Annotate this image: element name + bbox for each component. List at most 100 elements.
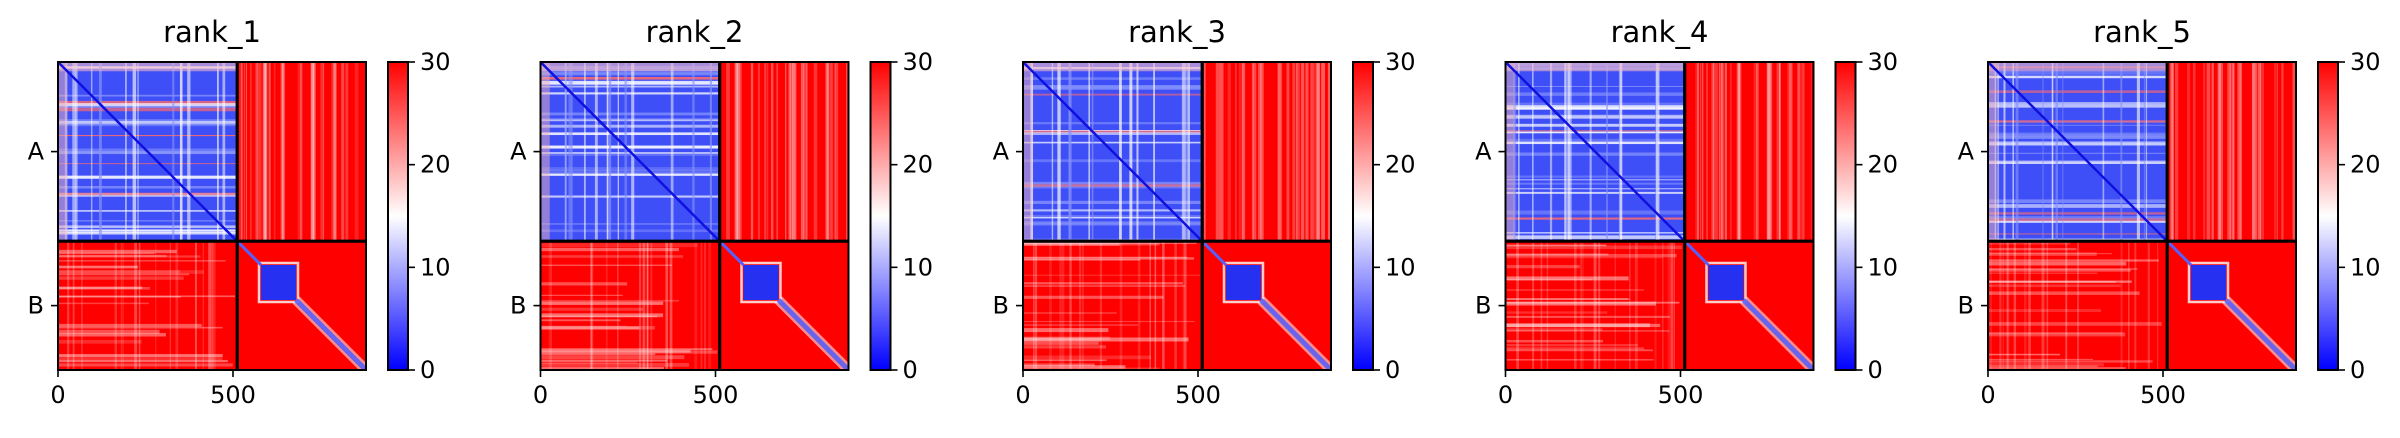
inter-chain-streak bbox=[540, 349, 691, 353]
inter-chain-streak bbox=[202, 241, 204, 370]
inter-chain-streak bbox=[58, 323, 202, 327]
chain-a-streak bbox=[1566, 62, 1568, 242]
inter-chain-streak bbox=[1505, 347, 1645, 350]
inter-chain-streak bbox=[540, 282, 628, 286]
colorbar bbox=[2318, 62, 2338, 370]
inter-chain-streak bbox=[1242, 62, 1246, 242]
inter-chain-streak bbox=[540, 353, 656, 356]
chain-a-streak bbox=[58, 107, 238, 112]
chain-a-streak bbox=[58, 185, 238, 189]
inter-chain-streak bbox=[2257, 62, 2262, 242]
chain-a-streak bbox=[1988, 220, 2168, 223]
inter-chain-streak bbox=[2187, 62, 2191, 242]
inter-chain-streak bbox=[1162, 241, 1165, 370]
inter-chain-streak bbox=[1769, 62, 1773, 242]
inter-chain-streak bbox=[310, 62, 315, 242]
inter-chain-streak bbox=[256, 62, 258, 242]
inter-chain-streak bbox=[332, 62, 336, 242]
chain-a-streak bbox=[1564, 62, 1567, 242]
chain-a-diagonal bbox=[1023, 62, 1204, 243]
inter-chain-streak bbox=[2007, 241, 2010, 370]
colorbar-tick-label: 0 bbox=[1385, 356, 1400, 384]
inter-chain-streak bbox=[776, 62, 779, 242]
chain-a-streak bbox=[137, 62, 139, 242]
inter-chain-streak bbox=[58, 286, 150, 290]
inter-chain-streak bbox=[1277, 62, 1281, 242]
inter-chain-streak bbox=[58, 302, 149, 305]
chain-a-streak bbox=[76, 62, 78, 242]
inter-chain-streak bbox=[58, 254, 167, 258]
chain-a-streak bbox=[1988, 218, 2168, 222]
chain-a-streak bbox=[540, 72, 720, 76]
chain-a-streak bbox=[1505, 152, 1685, 156]
pae-panel: rank_5 0 500 A B 0 10 20 30 bbox=[1958, 15, 2381, 409]
chain-a-streak bbox=[1505, 92, 1685, 96]
inter-chain-streak bbox=[788, 62, 791, 242]
chain-label: B bbox=[510, 292, 526, 320]
heatmap bbox=[1988, 62, 2296, 370]
inter-chain-streak bbox=[58, 249, 177, 254]
inter-chain-streak bbox=[1023, 337, 1189, 342]
inter-chain-streak bbox=[1242, 62, 1244, 242]
colorbar-tick-label: 10 bbox=[1385, 253, 1416, 281]
chain-a-streak bbox=[583, 62, 586, 242]
inter-chain-streak bbox=[540, 355, 685, 360]
chain-a-streak bbox=[1988, 102, 2168, 105]
x-tick-label: 0 bbox=[1498, 381, 1513, 409]
chain-a-streak bbox=[1997, 62, 2000, 242]
inter-chain-streak bbox=[2252, 62, 2255, 242]
pae-panel: rank_2 0 500 A B 0 10 20 30 bbox=[510, 15, 933, 409]
chain-a-edge bbox=[1988, 62, 1998, 242]
inter-chain-streak bbox=[281, 62, 286, 242]
inter-chain-streak bbox=[834, 62, 839, 242]
inter-chain-streak bbox=[1099, 241, 1103, 370]
inter-chain-streak bbox=[1598, 241, 1601, 370]
inter-chain-streak bbox=[2203, 62, 2206, 242]
inter-chain-streak bbox=[81, 241, 83, 370]
chain-a-streak bbox=[1505, 102, 1685, 106]
chain-a-streak bbox=[1988, 104, 2168, 108]
inter-chain-streak bbox=[540, 348, 713, 351]
chain-a-streak bbox=[1023, 183, 1203, 187]
inter-chain-streak bbox=[650, 241, 653, 370]
heatmap bbox=[58, 62, 366, 370]
inter-chain-streak bbox=[540, 367, 664, 370]
chain-a-streak bbox=[631, 62, 635, 242]
inter-chain-streak bbox=[1766, 62, 1771, 242]
chain-a-streak bbox=[1505, 217, 1685, 220]
inter-chain-streak bbox=[2134, 241, 2137, 370]
inter-chain-streak bbox=[2221, 62, 2223, 242]
chain-a-streak bbox=[540, 172, 720, 174]
chain-a-streak bbox=[1988, 70, 2168, 75]
chain-a-streak bbox=[1570, 62, 1572, 242]
plot-frame bbox=[1987, 61, 2297, 371]
chain-a-streak bbox=[1119, 62, 1122, 242]
inter-chain-streak bbox=[58, 329, 160, 334]
chain-a-streak bbox=[540, 80, 720, 85]
chain-a-streak bbox=[540, 132, 720, 136]
inter-chain-streak bbox=[254, 62, 258, 242]
chain-a-streak bbox=[540, 112, 720, 116]
inter-chain-streak bbox=[1023, 341, 1099, 345]
inter-chain-streak bbox=[1988, 252, 2097, 256]
chain-a-streak bbox=[58, 94, 238, 97]
inter-chain-streak bbox=[642, 241, 646, 370]
inter-chain-streak bbox=[155, 241, 157, 370]
inter-chain-streak bbox=[1988, 309, 2101, 312]
chain-a-streak bbox=[709, 62, 712, 242]
inter-chain-streak bbox=[58, 252, 155, 254]
chain-a-streak bbox=[1988, 141, 2168, 143]
inter-chain-streak bbox=[540, 350, 718, 354]
chain-a-streak bbox=[1988, 135, 2168, 139]
colorbar-tick-label: 20 bbox=[903, 151, 934, 179]
colorbar-tick-label: 0 bbox=[2350, 356, 2365, 384]
inter-chain-streak bbox=[739, 62, 742, 242]
chain-a-streak bbox=[1023, 132, 1203, 135]
inter-chain-streak bbox=[1988, 268, 2138, 270]
inter-chain-streak bbox=[1023, 285, 1186, 287]
inter-chain-streak bbox=[540, 301, 664, 305]
chain-a-streak bbox=[58, 103, 238, 107]
chain-a-streak bbox=[540, 154, 720, 156]
chain-a-streak bbox=[1505, 105, 1685, 109]
inter-chain-streak bbox=[1243, 62, 1245, 242]
